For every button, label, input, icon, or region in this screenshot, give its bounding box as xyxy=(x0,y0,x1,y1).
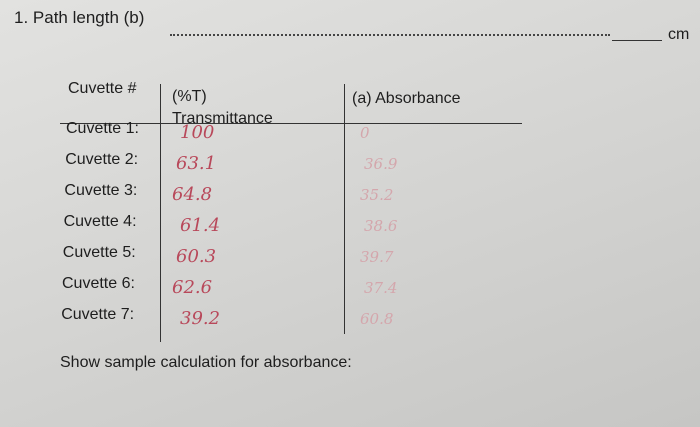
column-header: Cuvette # xyxy=(68,80,137,97)
absorbance-value: 0 xyxy=(360,124,370,142)
absorbance-value: 37.4 xyxy=(364,279,398,297)
transmittance-value: 62.6 xyxy=(172,277,213,298)
transmittance-value: 100 xyxy=(180,122,215,143)
absorbance-value: 38.6 xyxy=(364,217,398,235)
absorbance-value: 35.2 xyxy=(360,186,394,204)
header-rule xyxy=(60,123,522,124)
transmittance-value: 60.3 xyxy=(176,246,217,267)
transmittance-value: 64.8 xyxy=(172,184,213,205)
absorbance-value: 36.9 xyxy=(364,155,398,173)
cuvette-label: Cuvette 3: xyxy=(64,182,138,199)
column-rule xyxy=(160,84,161,342)
absorbance-value: 39.7 xyxy=(360,248,394,266)
cuvette-label: Cuvette 1: xyxy=(66,120,139,137)
column-header: (a) Absorbance xyxy=(352,90,461,107)
dotted-line xyxy=(170,34,610,36)
transmittance-value: 61.4 xyxy=(180,215,221,236)
absorbance-value: 60.8 xyxy=(360,310,394,328)
transmittance-value: 39.2 xyxy=(180,308,221,329)
unit: cm xyxy=(668,26,690,43)
answer-line xyxy=(612,40,662,41)
cuvette-label: Cuvette 2: xyxy=(65,151,139,168)
prompt: Show sample calculation for absorbance: xyxy=(60,354,352,371)
cuvette-label: Cuvette 7: xyxy=(61,306,135,323)
column-rule xyxy=(344,84,345,334)
question: 1. Path length (b) xyxy=(14,8,145,27)
cuvette-label: Cuvette 6: xyxy=(62,275,135,292)
column-header: (%T) Transmittance xyxy=(172,88,273,127)
transmittance-value: 63.1 xyxy=(176,153,217,174)
cuvette-label: Cuvette 4: xyxy=(63,213,137,230)
cuvette-label: Cuvette 5: xyxy=(62,244,136,261)
